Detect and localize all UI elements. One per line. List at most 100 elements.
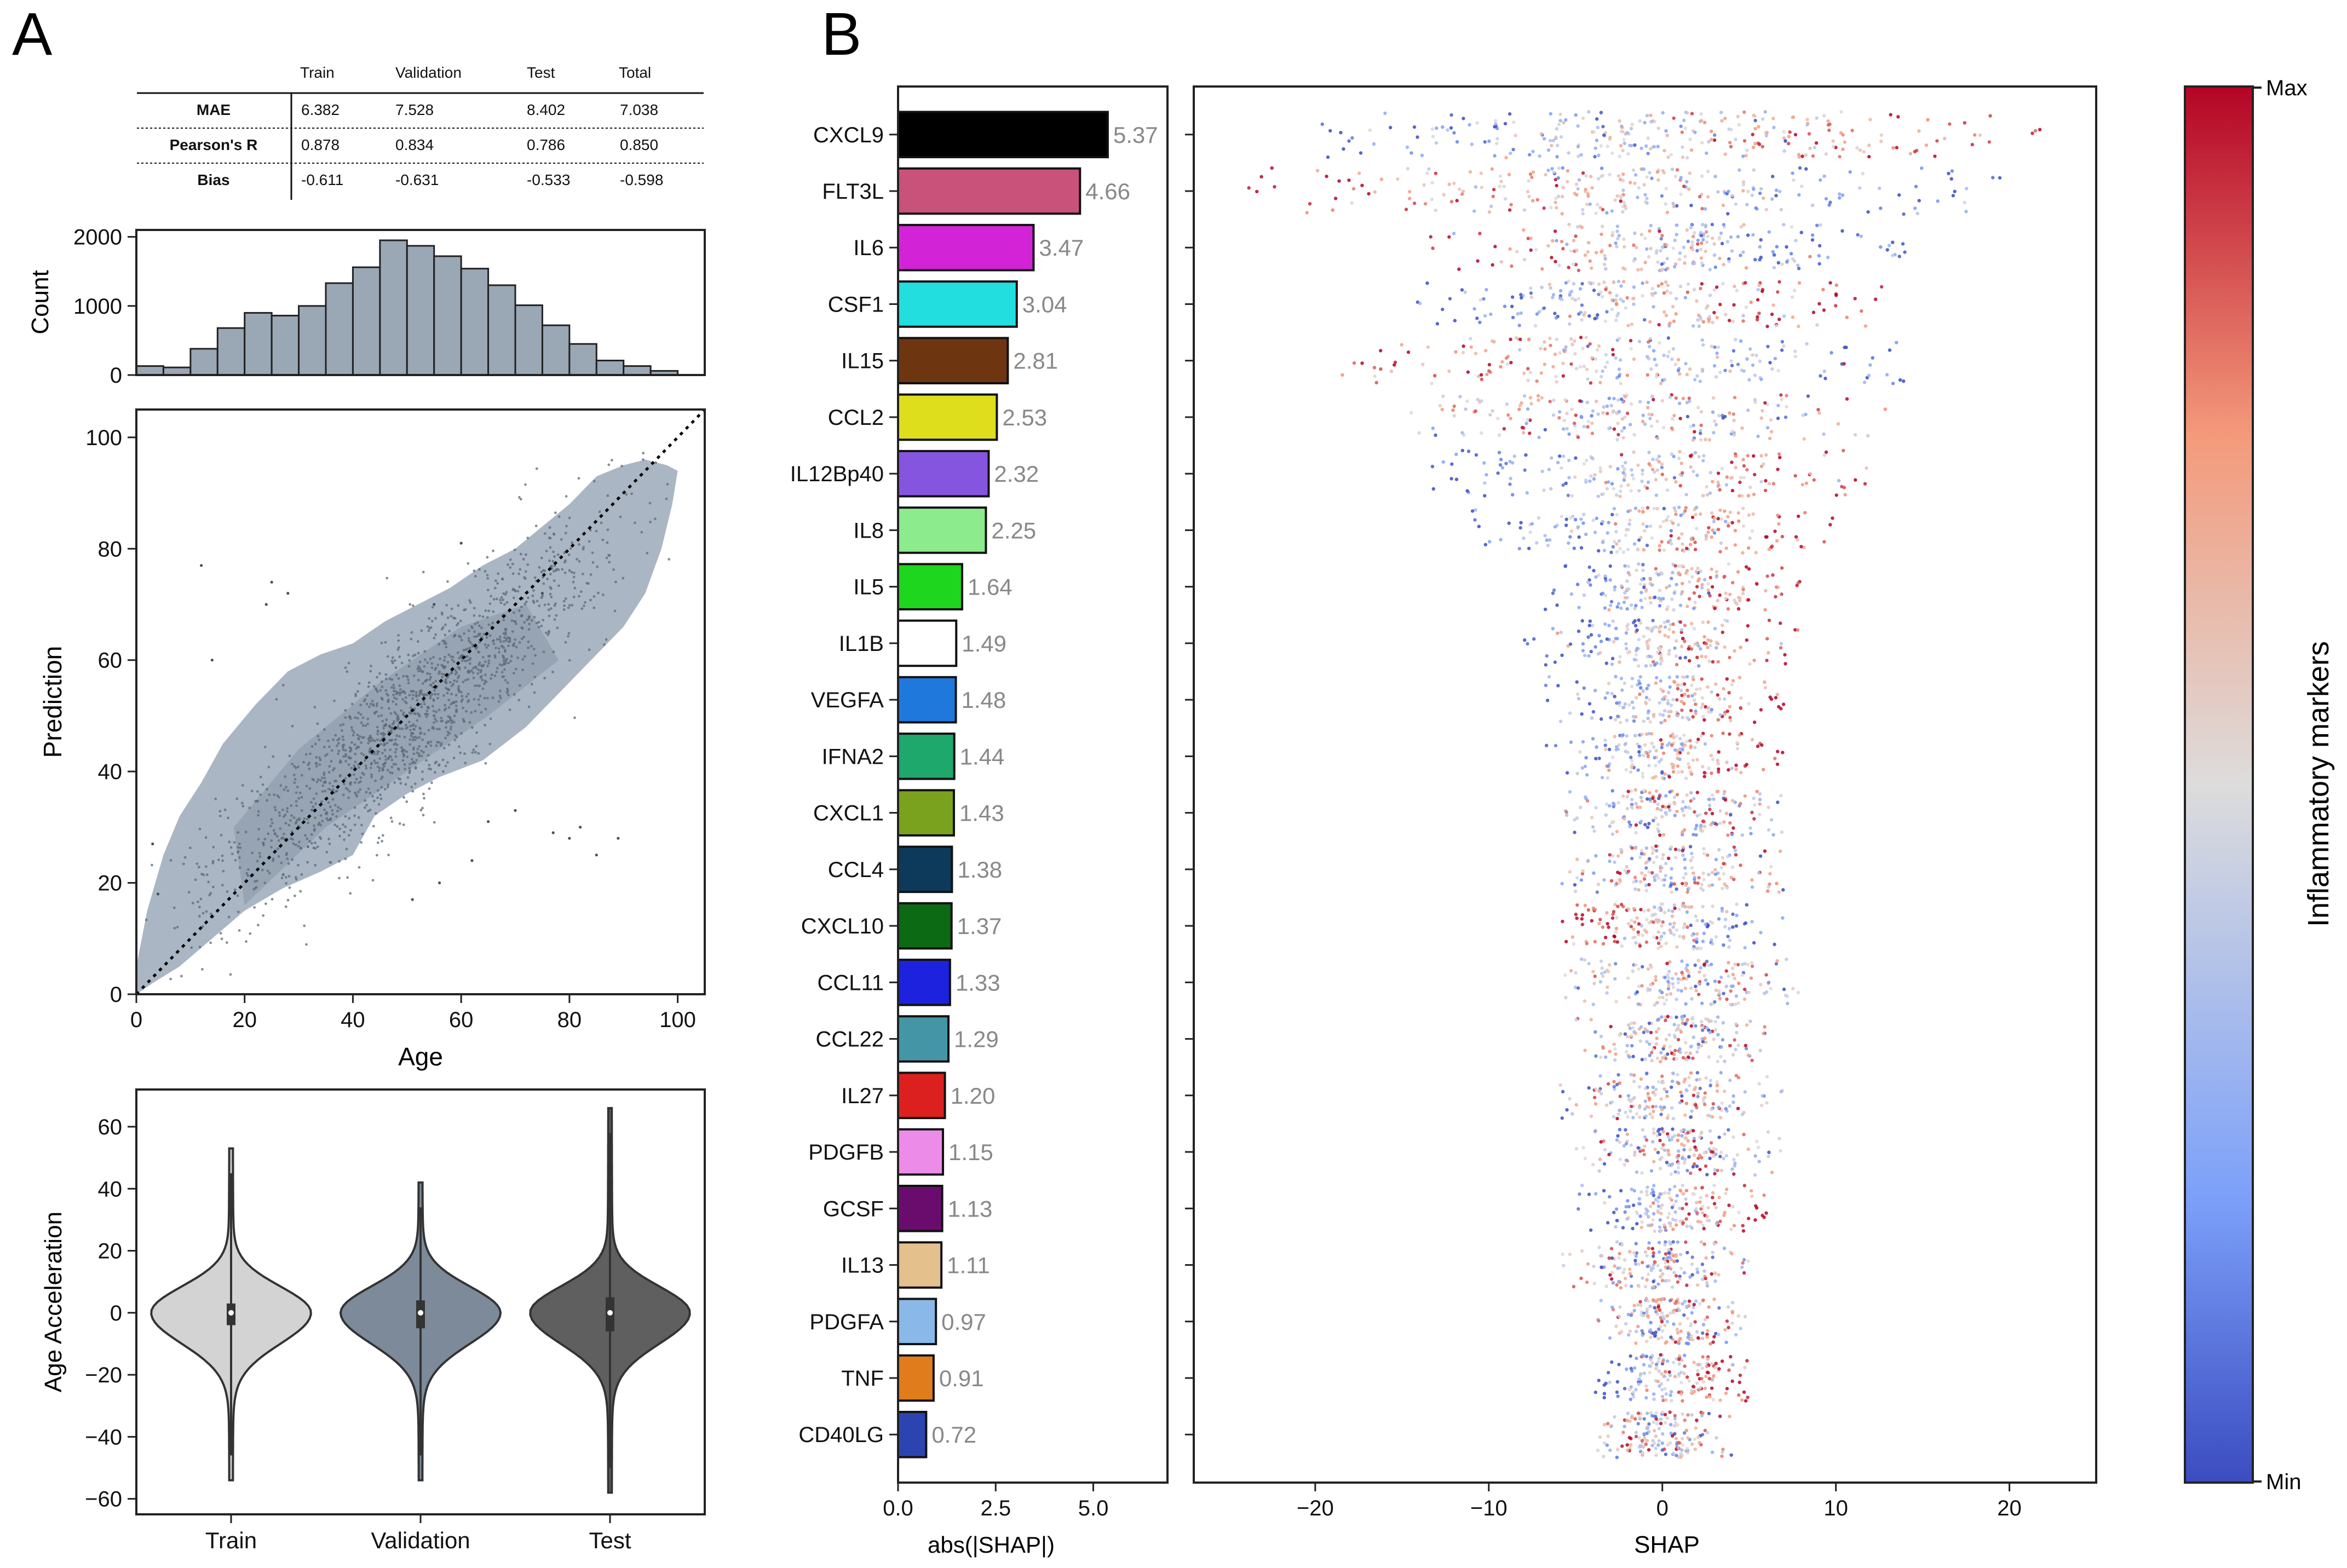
shap-point <box>1689 148 1694 152</box>
scatter-point <box>236 894 239 897</box>
scatter-point <box>463 752 466 755</box>
scatter-point <box>502 675 505 678</box>
scatter-point <box>395 697 398 700</box>
shap-point <box>1736 511 1740 515</box>
shap-point <box>1588 259 1592 263</box>
scatter-point <box>424 759 428 762</box>
shap-point <box>1700 369 1705 373</box>
scatter-point <box>506 688 509 690</box>
scatter-point <box>402 752 405 755</box>
shap-point <box>1618 878 1622 881</box>
shap-point <box>1693 692 1697 696</box>
scatter-point <box>382 732 386 735</box>
shap-point <box>1712 138 1717 142</box>
shap-point <box>1632 542 1637 546</box>
shap-point <box>1637 638 1641 642</box>
scatter-point <box>549 592 552 596</box>
shap-point <box>1509 361 1513 365</box>
scatter-point <box>654 517 657 520</box>
shap-point <box>1582 686 1586 690</box>
shap-point <box>1732 418 1736 423</box>
shap-point <box>1885 373 1889 377</box>
shap-point <box>1684 362 1688 366</box>
scatter-point <box>354 693 357 696</box>
scatter-point <box>187 891 191 894</box>
scatter-point <box>568 659 571 662</box>
shap-point <box>1647 870 1651 874</box>
shap-point <box>1730 865 1735 869</box>
shap-point <box>1779 646 1783 650</box>
scatter-point <box>382 763 384 766</box>
shap-point <box>1586 860 1590 863</box>
shap-point <box>1663 976 1667 979</box>
shap-point <box>1621 210 1625 214</box>
shap-point <box>1663 718 1667 723</box>
shap-point <box>1716 345 1721 349</box>
shap-point <box>1610 233 1614 238</box>
shap-point <box>1605 911 1609 915</box>
scatter-point <box>469 601 472 604</box>
violin-median <box>607 1310 613 1316</box>
shap-point <box>1612 487 1616 491</box>
shap-point <box>1732 349 1736 353</box>
scatter-point <box>304 753 308 756</box>
shap-point <box>1308 202 1312 206</box>
shap-point <box>1740 368 1744 372</box>
shap-point <box>1519 521 1523 524</box>
shap-point <box>1645 113 1649 118</box>
shap-point <box>1367 192 1371 196</box>
shap-point <box>1660 924 1664 928</box>
scatter-point <box>335 789 338 793</box>
scatter-point <box>461 659 464 662</box>
scatter-point <box>502 659 505 662</box>
shap-point <box>1647 697 1652 702</box>
shap-point <box>1915 211 1919 216</box>
shap-point <box>1667 690 1671 695</box>
shap-point <box>1682 245 1686 250</box>
shap-point <box>1628 423 1632 426</box>
shap-point <box>1590 266 1594 270</box>
shap-point <box>1681 581 1684 586</box>
shap-point <box>1693 881 1697 885</box>
shap-point <box>1774 585 1779 589</box>
scatter-point <box>530 619 533 622</box>
shap-point <box>1645 544 1649 547</box>
shap-point <box>1630 856 1634 861</box>
violin-xtick-label: Train <box>205 1527 257 1553</box>
shap-point <box>1695 758 1699 762</box>
shap-point <box>1505 402 1509 406</box>
shap-point <box>1512 454 1516 458</box>
scatter-point <box>427 767 430 770</box>
shap-point <box>1577 297 1581 301</box>
shap-point <box>1828 200 1832 204</box>
shap-point <box>1447 235 1451 239</box>
scatter-point <box>176 926 179 929</box>
shap-point <box>1615 314 1619 318</box>
shap-point <box>1730 766 1734 770</box>
shap-point <box>1686 688 1689 693</box>
shap-point <box>1741 189 1745 193</box>
scatter-point <box>387 698 390 701</box>
shap-point <box>1647 764 1651 768</box>
scatter-point <box>407 678 410 682</box>
scatter-point <box>331 812 334 816</box>
shap-point <box>1691 715 1695 719</box>
shap-point <box>1936 199 1940 203</box>
shap-point <box>1780 340 1784 344</box>
scatter-point <box>410 786 413 788</box>
shap-point <box>1526 407 1530 411</box>
shap-point <box>1650 741 1654 745</box>
scatter-point <box>324 754 327 757</box>
scatter-point <box>275 835 279 838</box>
scatter-point <box>451 658 454 661</box>
scatter-point <box>552 550 555 554</box>
shap-point <box>1633 173 1638 177</box>
shap-point <box>1792 289 1797 292</box>
shap-point <box>1567 541 1571 545</box>
scatter-point <box>487 644 490 647</box>
shap-point <box>1594 806 1598 810</box>
shap-point <box>1727 562 1731 566</box>
shap-point <box>1689 905 1694 909</box>
shap-point <box>1727 961 1730 965</box>
scatter-point <box>438 763 441 766</box>
